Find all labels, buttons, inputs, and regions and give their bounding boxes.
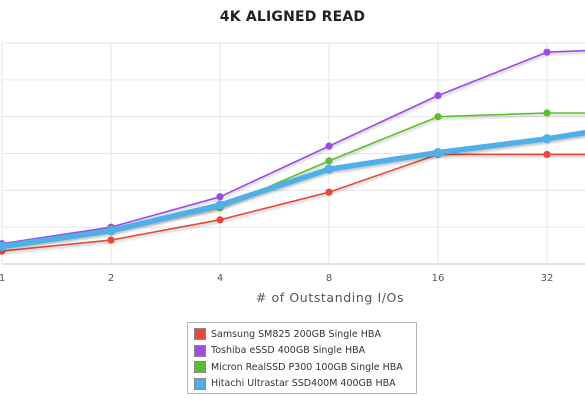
legend-item: Hitachi Ultrastar SSD400M 400GB HBA <box>194 376 416 393</box>
data-point <box>434 113 442 121</box>
chart-title: 4K ALIGNED READ <box>219 9 366 25</box>
legend-swatch <box>194 344 206 357</box>
data-point <box>107 236 115 244</box>
x-axis-title: # of Outstanding I/Os <box>255 290 405 305</box>
series-1 <box>0 150 585 255</box>
data-point <box>543 48 551 56</box>
x-tick-label: 1 <box>0 273 5 284</box>
data-point <box>543 109 551 117</box>
data-point <box>324 164 334 174</box>
data-point <box>215 200 225 210</box>
data-point <box>216 193 224 201</box>
data-point <box>325 188 333 196</box>
data-point <box>106 226 116 236</box>
data-point <box>325 142 333 150</box>
legend-item: Samsung SM825 200GB Single HBA <box>194 326 416 343</box>
legend-label: Micron RealSSD P300 100GB Single HBA <box>211 361 403 373</box>
legend: Samsung SM825 200GB Single HBA Toshiba eS… <box>187 322 417 394</box>
series-line <box>0 129 585 250</box>
legend-swatch <box>194 361 206 374</box>
legend-item: Micron RealSSD P300 100GB Single HBA <box>194 359 416 376</box>
x-tick-label: 32 <box>541 273 554 284</box>
legend-swatch <box>194 377 206 390</box>
legend-label: Samsung SM825 200GB Single HBA <box>211 328 381 340</box>
series-layer <box>0 48 585 255</box>
x-tick-labels: 1 2 4 8 16 32 <box>0 273 553 284</box>
data-point <box>542 134 552 144</box>
data-point <box>0 241 7 252</box>
x-tick-label: 2 <box>108 273 114 284</box>
grid <box>1 42 585 265</box>
legend-label: Toshiba eSSD 400GB Single HBA <box>211 345 366 357</box>
data-point <box>434 91 442 100</box>
data-point <box>543 150 551 159</box>
x-tick-label: 16 <box>432 273 445 284</box>
data-point <box>433 147 443 158</box>
x-tick-label: 8 <box>326 273 332 284</box>
series-4 <box>0 129 585 252</box>
legend-item: Toshiba eSSD 400GB Single HBA <box>194 343 416 360</box>
legend-label: Hitachi Ultrastar SSD400M 400GB HBA <box>211 378 396 390</box>
x-tick-label: 4 <box>217 273 223 284</box>
legend-swatch <box>194 328 206 341</box>
data-point <box>216 216 224 224</box>
data-point <box>325 157 333 165</box>
